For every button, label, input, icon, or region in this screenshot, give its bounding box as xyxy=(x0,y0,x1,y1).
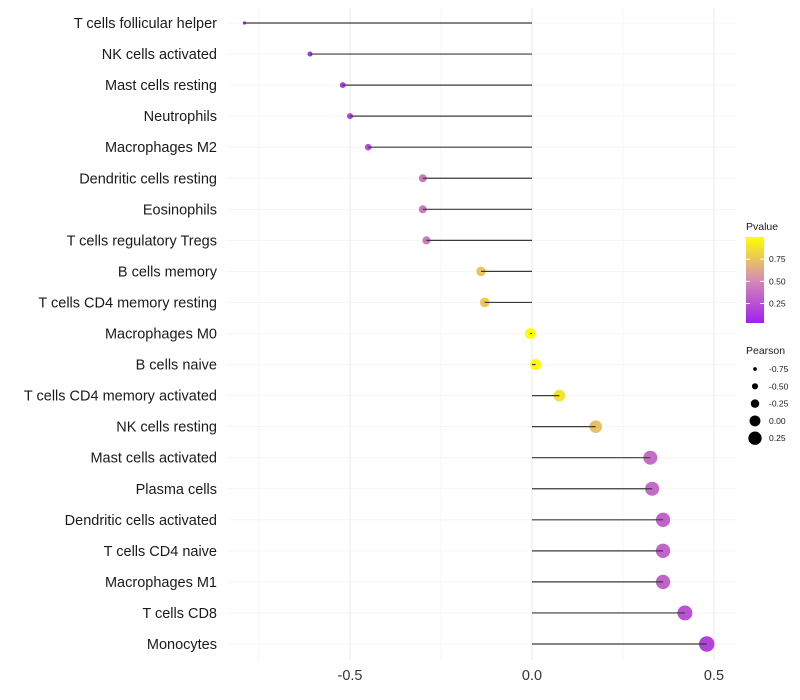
category-label: T cells CD4 naive xyxy=(104,544,217,560)
point xyxy=(655,512,671,527)
pearson-legend-title: Pearson xyxy=(746,345,785,357)
point xyxy=(307,51,313,57)
point xyxy=(655,574,671,590)
size-legend-label: -0.50 xyxy=(769,381,789,391)
size-legend-label: -0.75 xyxy=(769,364,789,374)
pvalue-legend-title: Pvalue xyxy=(746,221,778,233)
grid-layer xyxy=(228,8,736,660)
x-tick-label: 0.0 xyxy=(522,668,542,684)
category-label: Dendritic cells activated xyxy=(65,513,217,529)
category-label: Macrophages M0 xyxy=(105,327,217,343)
x-tick-label: 0.5 xyxy=(704,668,724,684)
colorbar-tick-label: 0.25 xyxy=(769,298,786,308)
size-legend-label: 0.00 xyxy=(769,416,786,426)
category-label: Macrophages M1 xyxy=(105,575,217,591)
x-tick-label: -0.5 xyxy=(338,668,363,684)
stems-layer xyxy=(244,22,707,645)
category-label: Mast cells resting xyxy=(105,78,217,94)
category-label: T cells follicular helper xyxy=(74,16,217,32)
size-legend-dot xyxy=(749,415,761,427)
category-label: Plasma cells xyxy=(136,482,217,498)
category-label: Eosinophils xyxy=(143,202,217,218)
category-labels: T cells follicular helper NK cells activa… xyxy=(24,16,218,653)
category-label: T cells regulatory Tregs xyxy=(67,233,217,249)
category-label: T cells CD4 memory resting xyxy=(38,295,217,311)
size-legend-label: 0.25 xyxy=(769,433,786,443)
category-label: Dendritic cells resting xyxy=(79,171,217,187)
x-axis-ticks: -0.5 0.0 0.5 xyxy=(338,668,725,684)
colorbar-tick-label: 0.50 xyxy=(769,276,786,286)
category-label: Neutrophils xyxy=(144,109,217,125)
category-label: T cells CD4 memory activated xyxy=(24,389,217,405)
size-legend-dot xyxy=(751,383,759,390)
point xyxy=(655,543,671,559)
category-label: NK cells activated xyxy=(102,47,217,63)
pvalue-colorbar xyxy=(746,237,764,323)
size-legend-dot xyxy=(753,367,757,371)
category-label: Monocytes xyxy=(147,637,217,653)
category-label: Mast cells activated xyxy=(90,451,217,467)
category-label: NK cells resting xyxy=(116,420,217,436)
size-legend-dot xyxy=(750,399,760,408)
colorbar-tick-label: 0.75 xyxy=(769,254,786,264)
size-legend-label: -0.25 xyxy=(769,399,789,409)
category-label: T cells CD8 xyxy=(142,606,217,622)
category-label: B cells memory xyxy=(118,264,218,280)
size-legend-dot xyxy=(748,431,762,445)
pvalue-legend: Pvalue 0.25 0.50 0.75 xyxy=(746,221,786,323)
pearson-legend: Pearson -0.75 -0.50 -0.25 0.00 0.25 xyxy=(746,345,789,445)
category-label: B cells naive xyxy=(136,358,217,374)
category-label: Macrophages M2 xyxy=(105,140,217,156)
